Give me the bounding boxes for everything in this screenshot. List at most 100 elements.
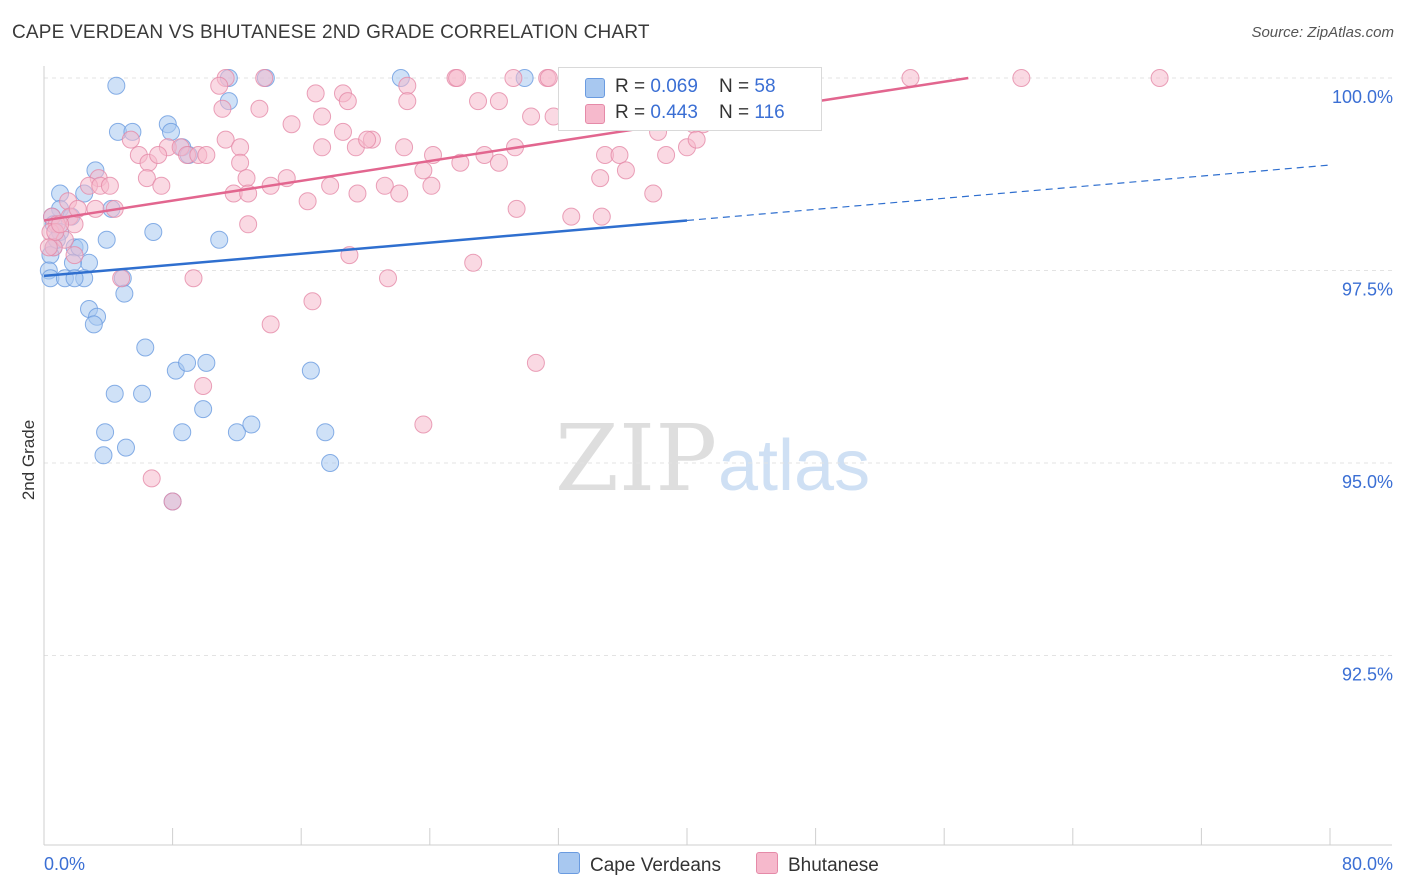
y-tick-label: 100.0% [1332,87,1393,107]
bhutanese-point [901,69,920,87]
bhutanese-point [398,76,417,95]
bhutanese-point [348,184,367,203]
bhutanese-point [237,169,256,188]
bhutanese-point [1150,69,1169,87]
bhutanese-point [390,184,409,203]
legend-n-label: N = [719,76,755,97]
cape-verdean-point [173,423,192,442]
bhutanese-point [522,107,541,126]
y-axis-label: 2nd Grade [19,420,38,500]
bhutanese-point [306,84,325,103]
bhutanese-point [142,469,161,488]
bhutanese-point [422,176,441,195]
bhutanese-point [489,153,508,172]
bottom-legend-swatch-blue [558,852,580,874]
bhutanese-point [51,215,70,234]
bhutanese-point [39,238,58,257]
legend-n-value: 58 [754,76,776,97]
bhutanese-point [250,99,269,118]
bhutanese-point [448,69,467,87]
cape-verdean-point [115,284,134,303]
legend-r-value: 0.069 [650,76,698,97]
bhutanese-point [489,92,508,111]
cape-verdean-point [97,230,116,249]
bhutanese-point [313,138,332,157]
bhutanese-point [526,353,545,372]
bhutanese-point [216,130,235,149]
bhutanese-point [239,215,258,234]
bhutanese-point [100,176,119,195]
cape-verdean-point [178,353,197,372]
cape-verdean-point [133,384,152,403]
cape-verdean-point [105,384,124,403]
bhutanese-point [149,146,168,164]
cape-verdean-point [194,400,213,419]
bhutanese-point [333,122,352,141]
cape-verdean-point [107,76,126,95]
bottom-legend-label: Bhutanese [788,855,879,876]
bhutanese-point [65,246,84,265]
bhutanese-point [1012,69,1031,87]
bhutanese-point [610,146,629,164]
y-tick-label: 97.5% [1342,280,1393,300]
watermark-atlas: atlas [718,426,870,506]
bhutanese-point [562,207,581,226]
cape-verdean-point [161,122,180,141]
cape-verdean-trend-line [43,219,688,278]
bhutanese-point [539,69,558,87]
bottom-legend-bhutanese: Bhutanese [756,852,879,877]
legend-n-label: N = [719,102,755,123]
legend-swatch-pink [585,104,605,124]
bhutanese-point [395,138,414,157]
bhutanese-point [197,146,216,164]
y-tick-label: 92.5% [1342,665,1393,685]
bhutanese-point [194,377,213,395]
cape-verdean-point [197,353,216,372]
cape-verdean-point [116,438,135,457]
bhutanese-point [375,176,394,195]
bhutanese-point [464,253,483,272]
bhutanese-point [321,176,340,195]
chart-title: CAPE VERDEAN VS BHUTANESE 2ND GRADE CORR… [12,22,650,43]
bhutanese-point [112,269,131,288]
bhutanese-point [152,176,171,195]
bhutanese-point [414,161,433,180]
legend-r-label: R = [615,102,651,123]
bhutanese-point [398,92,417,111]
bhutanese-point [68,199,87,218]
bhutanese-point [504,69,523,87]
bhutanese-point [210,76,229,95]
cape-verdean-point [84,315,103,334]
bottom-legend-swatch-pink [756,852,778,874]
cape-verdean-point [96,423,115,442]
bhutanese-point [261,315,280,334]
cape-verdean-point [301,361,320,380]
bhutanese-point [469,92,488,111]
cape-verdean-point [316,423,335,442]
bhutanese-point [644,184,663,203]
correlation-legend: R = 0.069 N = 58 R = 0.443 N = 116 [558,67,822,131]
bhutanese-point [657,146,676,164]
bhutanese-point [298,192,317,211]
bhutanese-point [86,199,105,218]
bhutanese-point [313,107,332,126]
y-tick-label: 95.0% [1342,472,1393,492]
cape-verdean-point [321,454,340,472]
cape-verdean-point [210,230,229,249]
bottom-legend-cape-verdeans: Cape Verdeans [558,852,721,877]
bhutanese-point [137,169,156,188]
x-tick-label: 0.0% [44,854,85,874]
cape-verdean-point [144,223,163,241]
bhutanese-point [616,161,635,180]
watermark-zip: ZIP [555,405,717,512]
bottom-legend-label: Cape Verdeans [590,855,721,876]
x-tick-label: 80.0% [1342,854,1393,874]
bhutanese-point [592,207,611,226]
bhutanese-point [591,169,610,188]
bhutanese-point [231,153,250,172]
bhutanese-point [358,130,377,149]
legend-swatch-blue [585,78,605,98]
cape-verdean-trend-extension [686,164,1331,222]
legend-r-label: R = [615,76,651,97]
